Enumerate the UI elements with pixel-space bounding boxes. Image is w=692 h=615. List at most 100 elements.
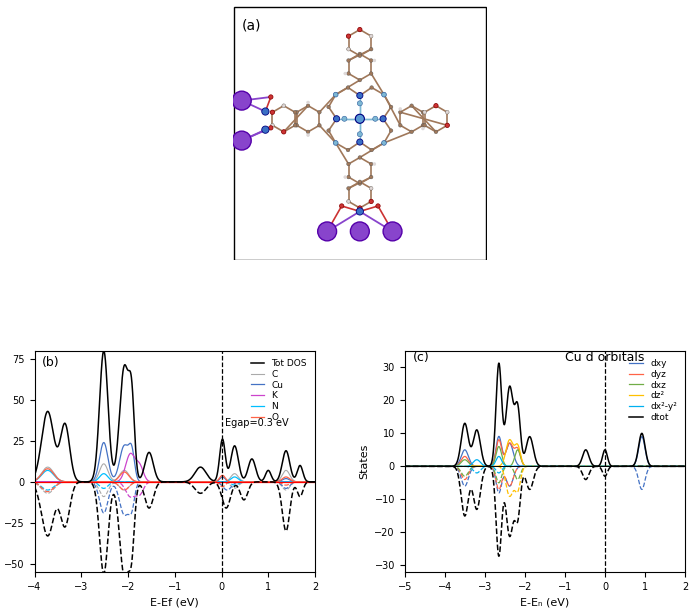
- Circle shape: [346, 34, 351, 38]
- Circle shape: [381, 141, 386, 145]
- Circle shape: [268, 95, 273, 99]
- Circle shape: [373, 162, 376, 165]
- Circle shape: [358, 206, 362, 210]
- Circle shape: [233, 91, 251, 110]
- Circle shape: [295, 111, 298, 114]
- Circle shape: [373, 116, 378, 121]
- Circle shape: [327, 129, 330, 132]
- Circle shape: [421, 124, 425, 127]
- Text: (c): (c): [412, 351, 430, 363]
- Circle shape: [358, 54, 362, 58]
- Circle shape: [370, 34, 372, 38]
- Circle shape: [307, 130, 310, 133]
- Circle shape: [347, 162, 350, 166]
- Text: Egap=0.3 eV: Egap=0.3 eV: [226, 418, 289, 428]
- Cu: [167, 478, 175, 486]
- Cu: [30, 478, 39, 486]
- X-axis label: E-Ef (eV): E-Ef (eV): [150, 597, 199, 607]
- Y-axis label: States: States: [359, 443, 369, 479]
- Circle shape: [370, 58, 373, 62]
- Circle shape: [268, 125, 273, 130]
- Text: (a): (a): [242, 19, 262, 33]
- Tot DOS: [159, 478, 167, 485]
- Line: Tot DOS: Tot DOS: [35, 351, 315, 482]
- N: [167, 478, 175, 486]
- Line: K: K: [35, 453, 315, 482]
- Circle shape: [446, 111, 449, 114]
- Legend: Tot DOS, C, Cu, K, N, O: Tot DOS, C, Cu, K, N, O: [247, 355, 311, 426]
- Cu: [303, 478, 311, 486]
- Cu: [302, 478, 311, 486]
- Cu: [311, 478, 319, 486]
- Circle shape: [370, 186, 373, 190]
- Circle shape: [262, 126, 269, 133]
- Circle shape: [410, 130, 413, 133]
- Tot DOS: [30, 471, 39, 478]
- Circle shape: [370, 148, 374, 152]
- Circle shape: [390, 105, 393, 109]
- Line: O: O: [35, 469, 315, 482]
- Circle shape: [434, 104, 438, 108]
- Circle shape: [370, 47, 373, 51]
- Circle shape: [399, 111, 402, 114]
- Circle shape: [423, 124, 426, 127]
- Circle shape: [373, 59, 376, 62]
- N: [251, 478, 260, 486]
- Circle shape: [358, 156, 362, 159]
- O: [44, 465, 52, 472]
- Circle shape: [357, 92, 363, 98]
- C: [159, 478, 167, 486]
- K: [30, 478, 39, 486]
- Circle shape: [347, 72, 350, 76]
- Circle shape: [342, 116, 347, 121]
- Circle shape: [347, 47, 350, 51]
- Circle shape: [390, 129, 393, 132]
- N: [159, 478, 167, 486]
- Circle shape: [357, 132, 363, 137]
- Circle shape: [376, 204, 380, 208]
- Circle shape: [262, 108, 269, 115]
- Circle shape: [357, 101, 363, 106]
- O: [311, 478, 319, 486]
- Circle shape: [344, 176, 347, 178]
- O: [45, 466, 53, 473]
- Cu: [100, 439, 108, 446]
- Tot DOS: [100, 347, 108, 354]
- Circle shape: [307, 133, 309, 137]
- Circle shape: [434, 130, 438, 133]
- Circle shape: [327, 105, 330, 109]
- N: [302, 478, 311, 486]
- Circle shape: [424, 111, 426, 114]
- Circle shape: [399, 108, 402, 111]
- Circle shape: [233, 131, 251, 150]
- Circle shape: [347, 175, 350, 179]
- Circle shape: [295, 124, 298, 127]
- Cu: [251, 478, 260, 486]
- N: [44, 467, 52, 474]
- C: [100, 460, 108, 467]
- Tot DOS: [251, 464, 260, 471]
- Text: Cu d orbitals: Cu d orbitals: [565, 351, 644, 363]
- Line: Cu: Cu: [35, 443, 315, 482]
- Circle shape: [318, 222, 336, 241]
- Circle shape: [370, 85, 374, 89]
- Tot DOS: [45, 409, 53, 416]
- Circle shape: [370, 175, 373, 179]
- N: [311, 478, 319, 486]
- K: [311, 478, 319, 486]
- Circle shape: [293, 111, 297, 114]
- Circle shape: [358, 28, 362, 31]
- Circle shape: [369, 199, 374, 204]
- Circle shape: [358, 206, 362, 210]
- Circle shape: [307, 104, 310, 108]
- Circle shape: [346, 85, 350, 89]
- Circle shape: [334, 92, 338, 97]
- N: [30, 477, 39, 485]
- Circle shape: [357, 139, 363, 145]
- Line: N: N: [35, 470, 315, 482]
- K: [251, 478, 260, 486]
- Circle shape: [445, 123, 450, 127]
- O: [181, 478, 190, 486]
- Circle shape: [347, 186, 350, 190]
- N: [45, 467, 53, 474]
